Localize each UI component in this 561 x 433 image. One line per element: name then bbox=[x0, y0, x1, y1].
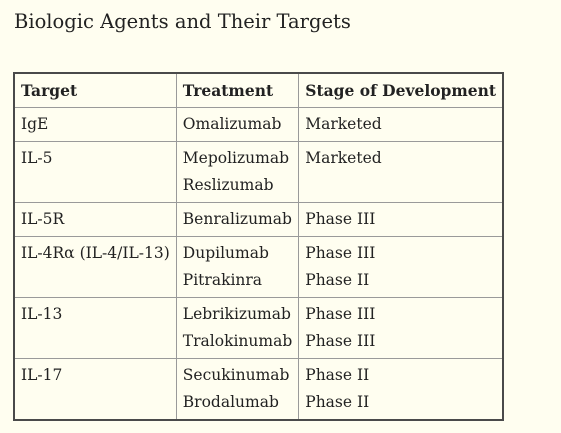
treatment-text: Pitrakinra bbox=[182, 271, 263, 289]
target-cell: IL-5R bbox=[13, 202, 177, 237]
target-text: IL-13 bbox=[21, 305, 63, 323]
page-title: Biologic Agents and Their Targets bbox=[14, 10, 351, 33]
stage-cell: Phase III bbox=[298, 202, 504, 237]
treatment-text: Dupilumab bbox=[182, 244, 269, 262]
treatment-text: Benralizumab bbox=[182, 210, 292, 228]
stage-text: Marketed bbox=[305, 115, 382, 133]
target-text: IgE bbox=[21, 115, 49, 133]
target-cell: IL-5 bbox=[13, 141, 177, 203]
stage-cell: Marketed bbox=[298, 107, 504, 142]
treatment-cell: Lebrikizumab Tralokinumab bbox=[175, 297, 300, 359]
stage-text: Phase III bbox=[305, 305, 376, 323]
target-cell: IL-4Rα (IL-4/IL-13) bbox=[13, 236, 177, 298]
treatment-text: Secukinumab bbox=[182, 366, 290, 384]
stage-text: Phase III bbox=[305, 210, 376, 228]
stage-cell: Phase II Phase II bbox=[298, 358, 504, 421]
stage-cell: Phase III Phase II bbox=[298, 236, 504, 298]
stage-text: Phase III bbox=[305, 244, 376, 262]
stage-text: Phase III bbox=[305, 332, 376, 350]
column-header-treatment: Treatment bbox=[175, 72, 300, 108]
treatment-text: Lebrikizumab bbox=[182, 305, 291, 323]
table-row: IL-5R Benralizumab Phase III bbox=[13, 202, 504, 237]
treatment-text: Omalizumab bbox=[182, 115, 282, 133]
table-row: IgE Omalizumab Marketed bbox=[13, 107, 504, 142]
treatment-text: Tralokinumab bbox=[182, 332, 293, 350]
stage-text: Marketed bbox=[305, 149, 382, 167]
biologic-agents-table: Target Treatment Stage of Development Ig… bbox=[13, 72, 505, 421]
target-text: IL-4Rα (IL-4/IL-13) bbox=[21, 244, 170, 262]
table-header-row: Target Treatment Stage of Development bbox=[13, 72, 504, 108]
column-header-stage: Stage of Development bbox=[298, 72, 504, 108]
table-row: IL-4Rα (IL-4/IL-13) Dupilumab Pitrakinra… bbox=[13, 236, 504, 298]
treatment-cell: Benralizumab bbox=[175, 202, 300, 237]
treatment-cell: Secukinumab Brodalumab bbox=[175, 358, 300, 421]
target-cell: IgE bbox=[13, 107, 177, 142]
stage-text: Phase II bbox=[305, 271, 370, 289]
stage-text: Phase II bbox=[305, 366, 370, 384]
table-row: IL-17 Secukinumab Brodalumab Phase II Ph… bbox=[13, 358, 504, 421]
table-row: IL-5 Mepolizumab Reslizumab Marketed bbox=[13, 141, 504, 203]
target-text: IL-17 bbox=[21, 366, 63, 384]
target-cell: IL-17 bbox=[13, 358, 177, 421]
stage-cell: Phase III Phase III bbox=[298, 297, 504, 359]
stage-text: Phase II bbox=[305, 393, 370, 411]
treatment-cell: Omalizumab bbox=[175, 107, 300, 142]
treatment-text: Brodalumab bbox=[182, 393, 279, 411]
target-cell: IL-13 bbox=[13, 297, 177, 359]
treatment-text: Reslizumab bbox=[182, 176, 274, 194]
treatment-text: Mepolizumab bbox=[182, 149, 290, 167]
column-header-target: Target bbox=[13, 72, 177, 108]
treatment-cell: Mepolizumab Reslizumab bbox=[175, 141, 300, 203]
table-row: IL-13 Lebrikizumab Tralokinumab Phase II… bbox=[13, 297, 504, 359]
treatment-cell: Dupilumab Pitrakinra bbox=[175, 236, 300, 298]
target-text: IL-5 bbox=[21, 149, 53, 167]
stage-cell: Marketed bbox=[298, 141, 504, 203]
target-text: IL-5R bbox=[21, 210, 65, 228]
